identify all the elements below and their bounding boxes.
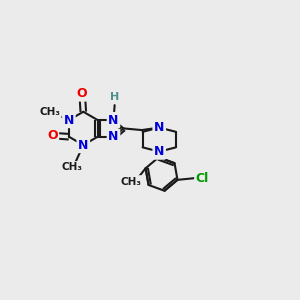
Text: CH₃: CH₃ — [62, 163, 83, 172]
Text: CH₃: CH₃ — [39, 107, 60, 117]
Text: N: N — [78, 139, 88, 152]
Text: N: N — [64, 114, 74, 127]
Text: O: O — [47, 129, 58, 142]
Text: N: N — [154, 145, 164, 158]
Text: CH₃: CH₃ — [121, 177, 142, 187]
Text: O: O — [77, 87, 88, 100]
Text: N: N — [108, 114, 119, 127]
Text: H: H — [110, 92, 119, 102]
Text: Cl: Cl — [196, 172, 209, 185]
Text: N: N — [154, 121, 164, 134]
Text: N: N — [108, 130, 119, 143]
